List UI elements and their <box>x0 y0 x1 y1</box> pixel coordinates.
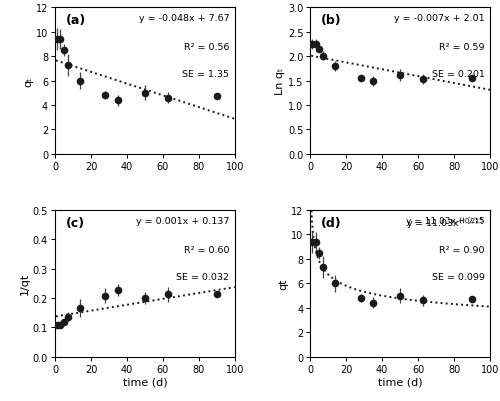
Y-axis label: Ln qₜ: Ln qₜ <box>275 68 285 95</box>
Text: SE = 0.201: SE = 0.201 <box>432 70 484 79</box>
Y-axis label: qₜ: qₜ <box>23 76 33 87</box>
Text: (b): (b) <box>321 14 342 27</box>
Text: SE = 0.099: SE = 0.099 <box>432 272 484 281</box>
Text: y = 11.03x-0.215: y = 11.03x-0.215 <box>406 216 484 225</box>
Text: y = 11.03x$^{-0.215}$: y = 11.03x$^{-0.215}$ <box>406 216 484 231</box>
Text: y = -0.007x + 2.01: y = -0.007x + 2.01 <box>394 14 484 23</box>
Text: R² = 0.59: R² = 0.59 <box>439 43 484 52</box>
Text: y = 0.001x + 0.137: y = 0.001x + 0.137 <box>136 216 230 225</box>
Text: y = -0.048x + 7.67: y = -0.048x + 7.67 <box>138 14 230 23</box>
Y-axis label: 1/qt: 1/qt <box>20 273 30 295</box>
Y-axis label: qt: qt <box>278 278 288 290</box>
Text: y = 11.03x: y = 11.03x <box>434 216 484 225</box>
Text: R² = 0.60: R² = 0.60 <box>184 245 230 255</box>
X-axis label: time (d): time (d) <box>122 377 167 387</box>
Text: R² = 0.90: R² = 0.90 <box>439 245 484 255</box>
Text: (c): (c) <box>66 216 85 229</box>
Text: SE = 0.032: SE = 0.032 <box>176 272 230 281</box>
Text: (a): (a) <box>66 14 86 27</box>
Text: SE = 1.35: SE = 1.35 <box>182 70 230 79</box>
Text: R² = 0.56: R² = 0.56 <box>184 43 230 52</box>
X-axis label: time (d): time (d) <box>378 377 422 387</box>
Text: (d): (d) <box>321 216 342 229</box>
